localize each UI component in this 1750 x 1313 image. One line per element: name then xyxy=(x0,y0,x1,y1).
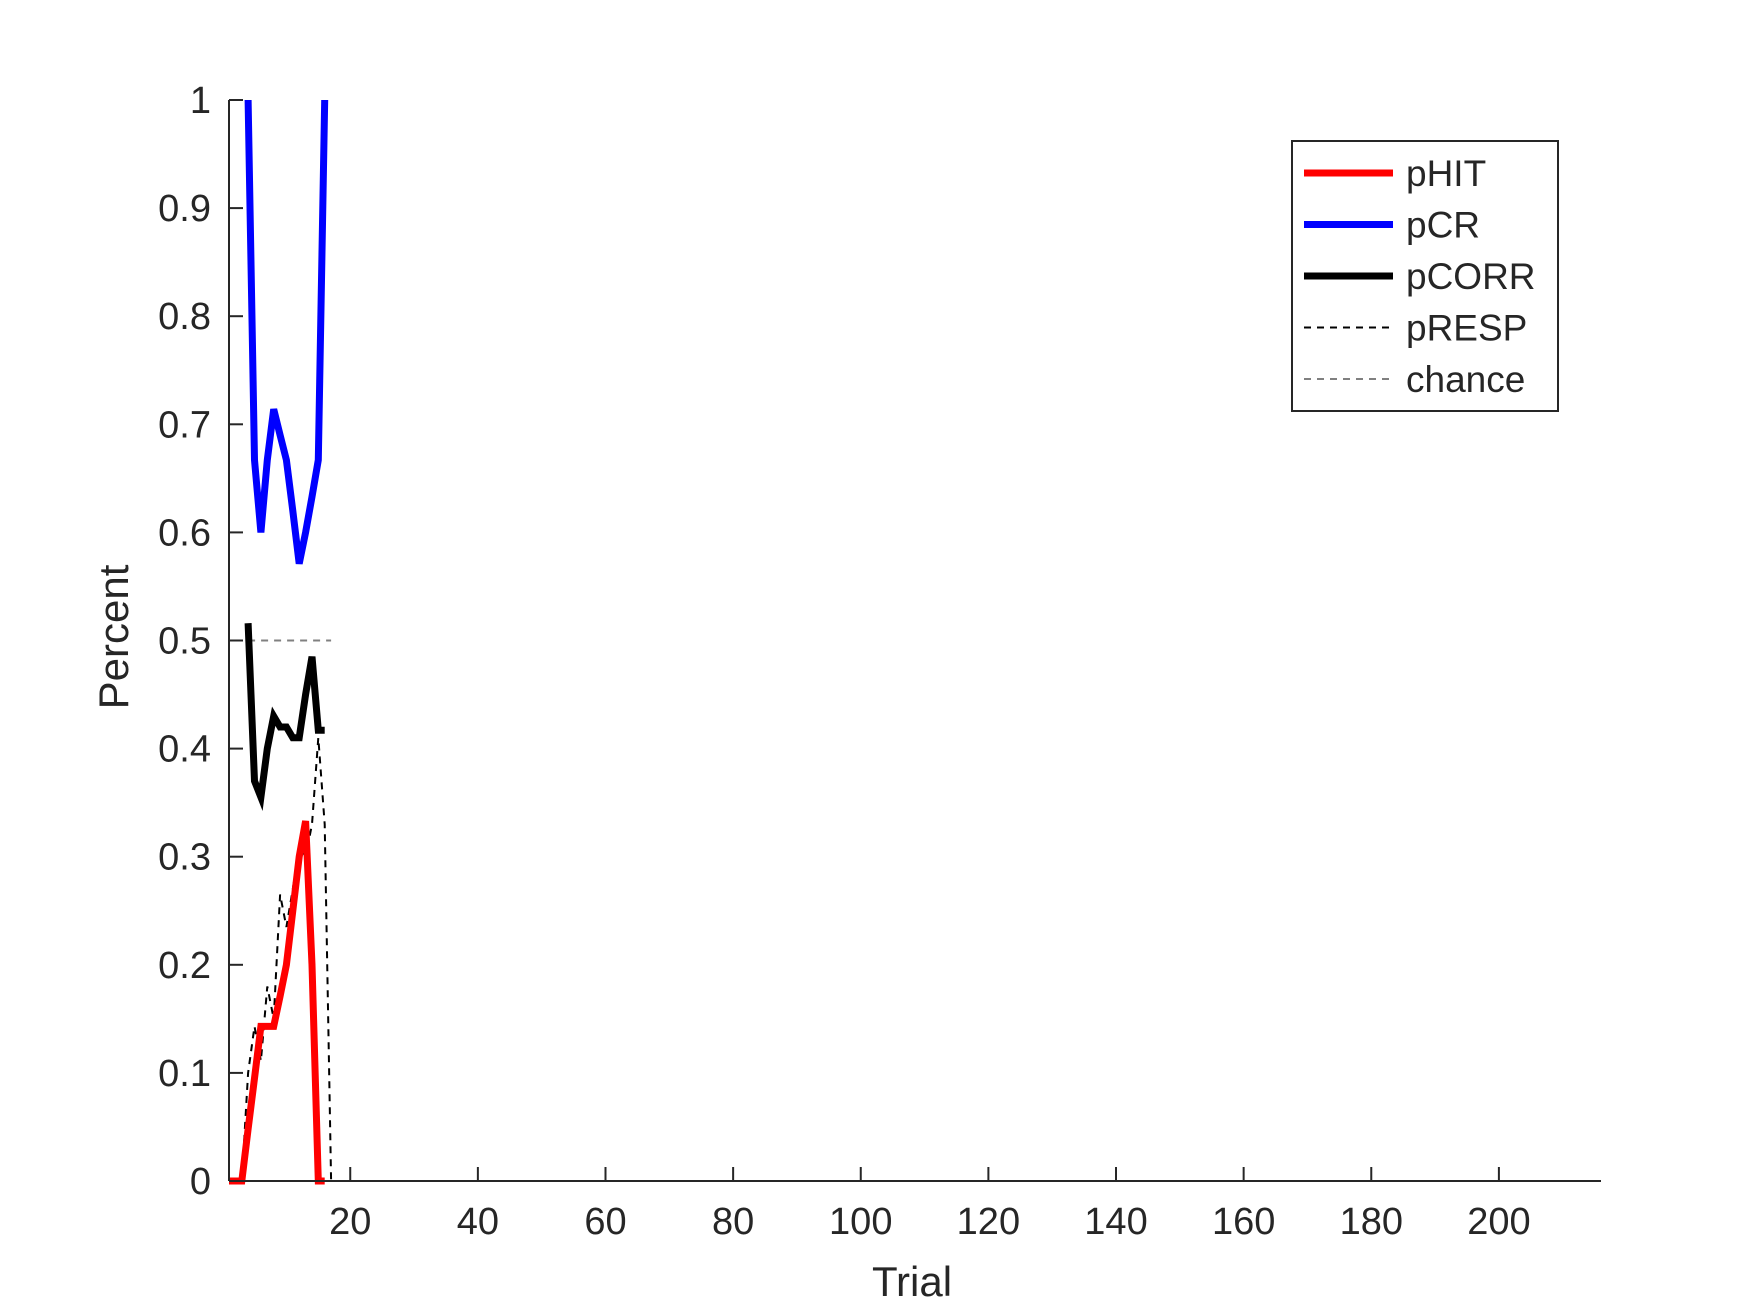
legend-label-presp: pRESP xyxy=(1406,308,1527,349)
legend-label-phit: pHIT xyxy=(1406,153,1486,194)
x-tick-label: 20 xyxy=(329,1201,371,1243)
y-tick-label: 0 xyxy=(190,1161,211,1203)
series-layer xyxy=(229,99,333,1185)
y-ticks: 0 0.1 0.2 0.3 0.4 0.5 0.6 0.7 0.8 0.9 1 xyxy=(158,80,243,1203)
x-tick-label: 180 xyxy=(1340,1201,1403,1243)
x-tick-label: 60 xyxy=(584,1201,626,1243)
x-tick-label: 100 xyxy=(829,1201,892,1243)
y-tick-label: 0.8 xyxy=(158,296,211,338)
series-line-phit xyxy=(229,820,325,1185)
series-line-pcr xyxy=(244,99,329,565)
y-tick-label: 0.4 xyxy=(158,729,211,771)
x-axis-label: Trial xyxy=(872,1258,952,1305)
y-axis-label: Percent xyxy=(90,564,137,709)
legend-label-chance: chance xyxy=(1406,359,1525,400)
series-line-presp xyxy=(229,737,333,1182)
y-tick-label: 1 xyxy=(190,80,211,122)
x-tick-label: 120 xyxy=(957,1201,1020,1243)
x-tick-label: 200 xyxy=(1467,1201,1530,1243)
legend-items: pHIT pCR pCORR pRESP chance xyxy=(1304,153,1536,400)
y-tick-label: 0.7 xyxy=(158,404,211,446)
legend-label-pcorr: pCORR xyxy=(1406,256,1536,297)
y-tick-label: 0.6 xyxy=(158,512,211,554)
legend: pHIT pCR pCORR pRESP chance xyxy=(1291,140,1559,412)
y-tick-label: 0.5 xyxy=(158,621,211,663)
y-tick-label: 0.2 xyxy=(158,945,211,987)
y-tick-label: 0.1 xyxy=(158,1053,211,1095)
x-ticks: 20 40 60 80 100 120 140 160 180 200 xyxy=(329,1167,1531,1243)
x-tick-label: 140 xyxy=(1084,1201,1147,1243)
y-tick-label: 0.3 xyxy=(158,837,211,879)
series-line-pcorr xyxy=(244,623,325,812)
y-tick-label: 0.9 xyxy=(158,188,211,230)
x-tick-label: 80 xyxy=(712,1201,754,1243)
x-tick-label: 40 xyxy=(457,1201,499,1243)
legend-label-pcr: pCR xyxy=(1406,205,1480,246)
x-tick-label: 160 xyxy=(1212,1201,1275,1243)
